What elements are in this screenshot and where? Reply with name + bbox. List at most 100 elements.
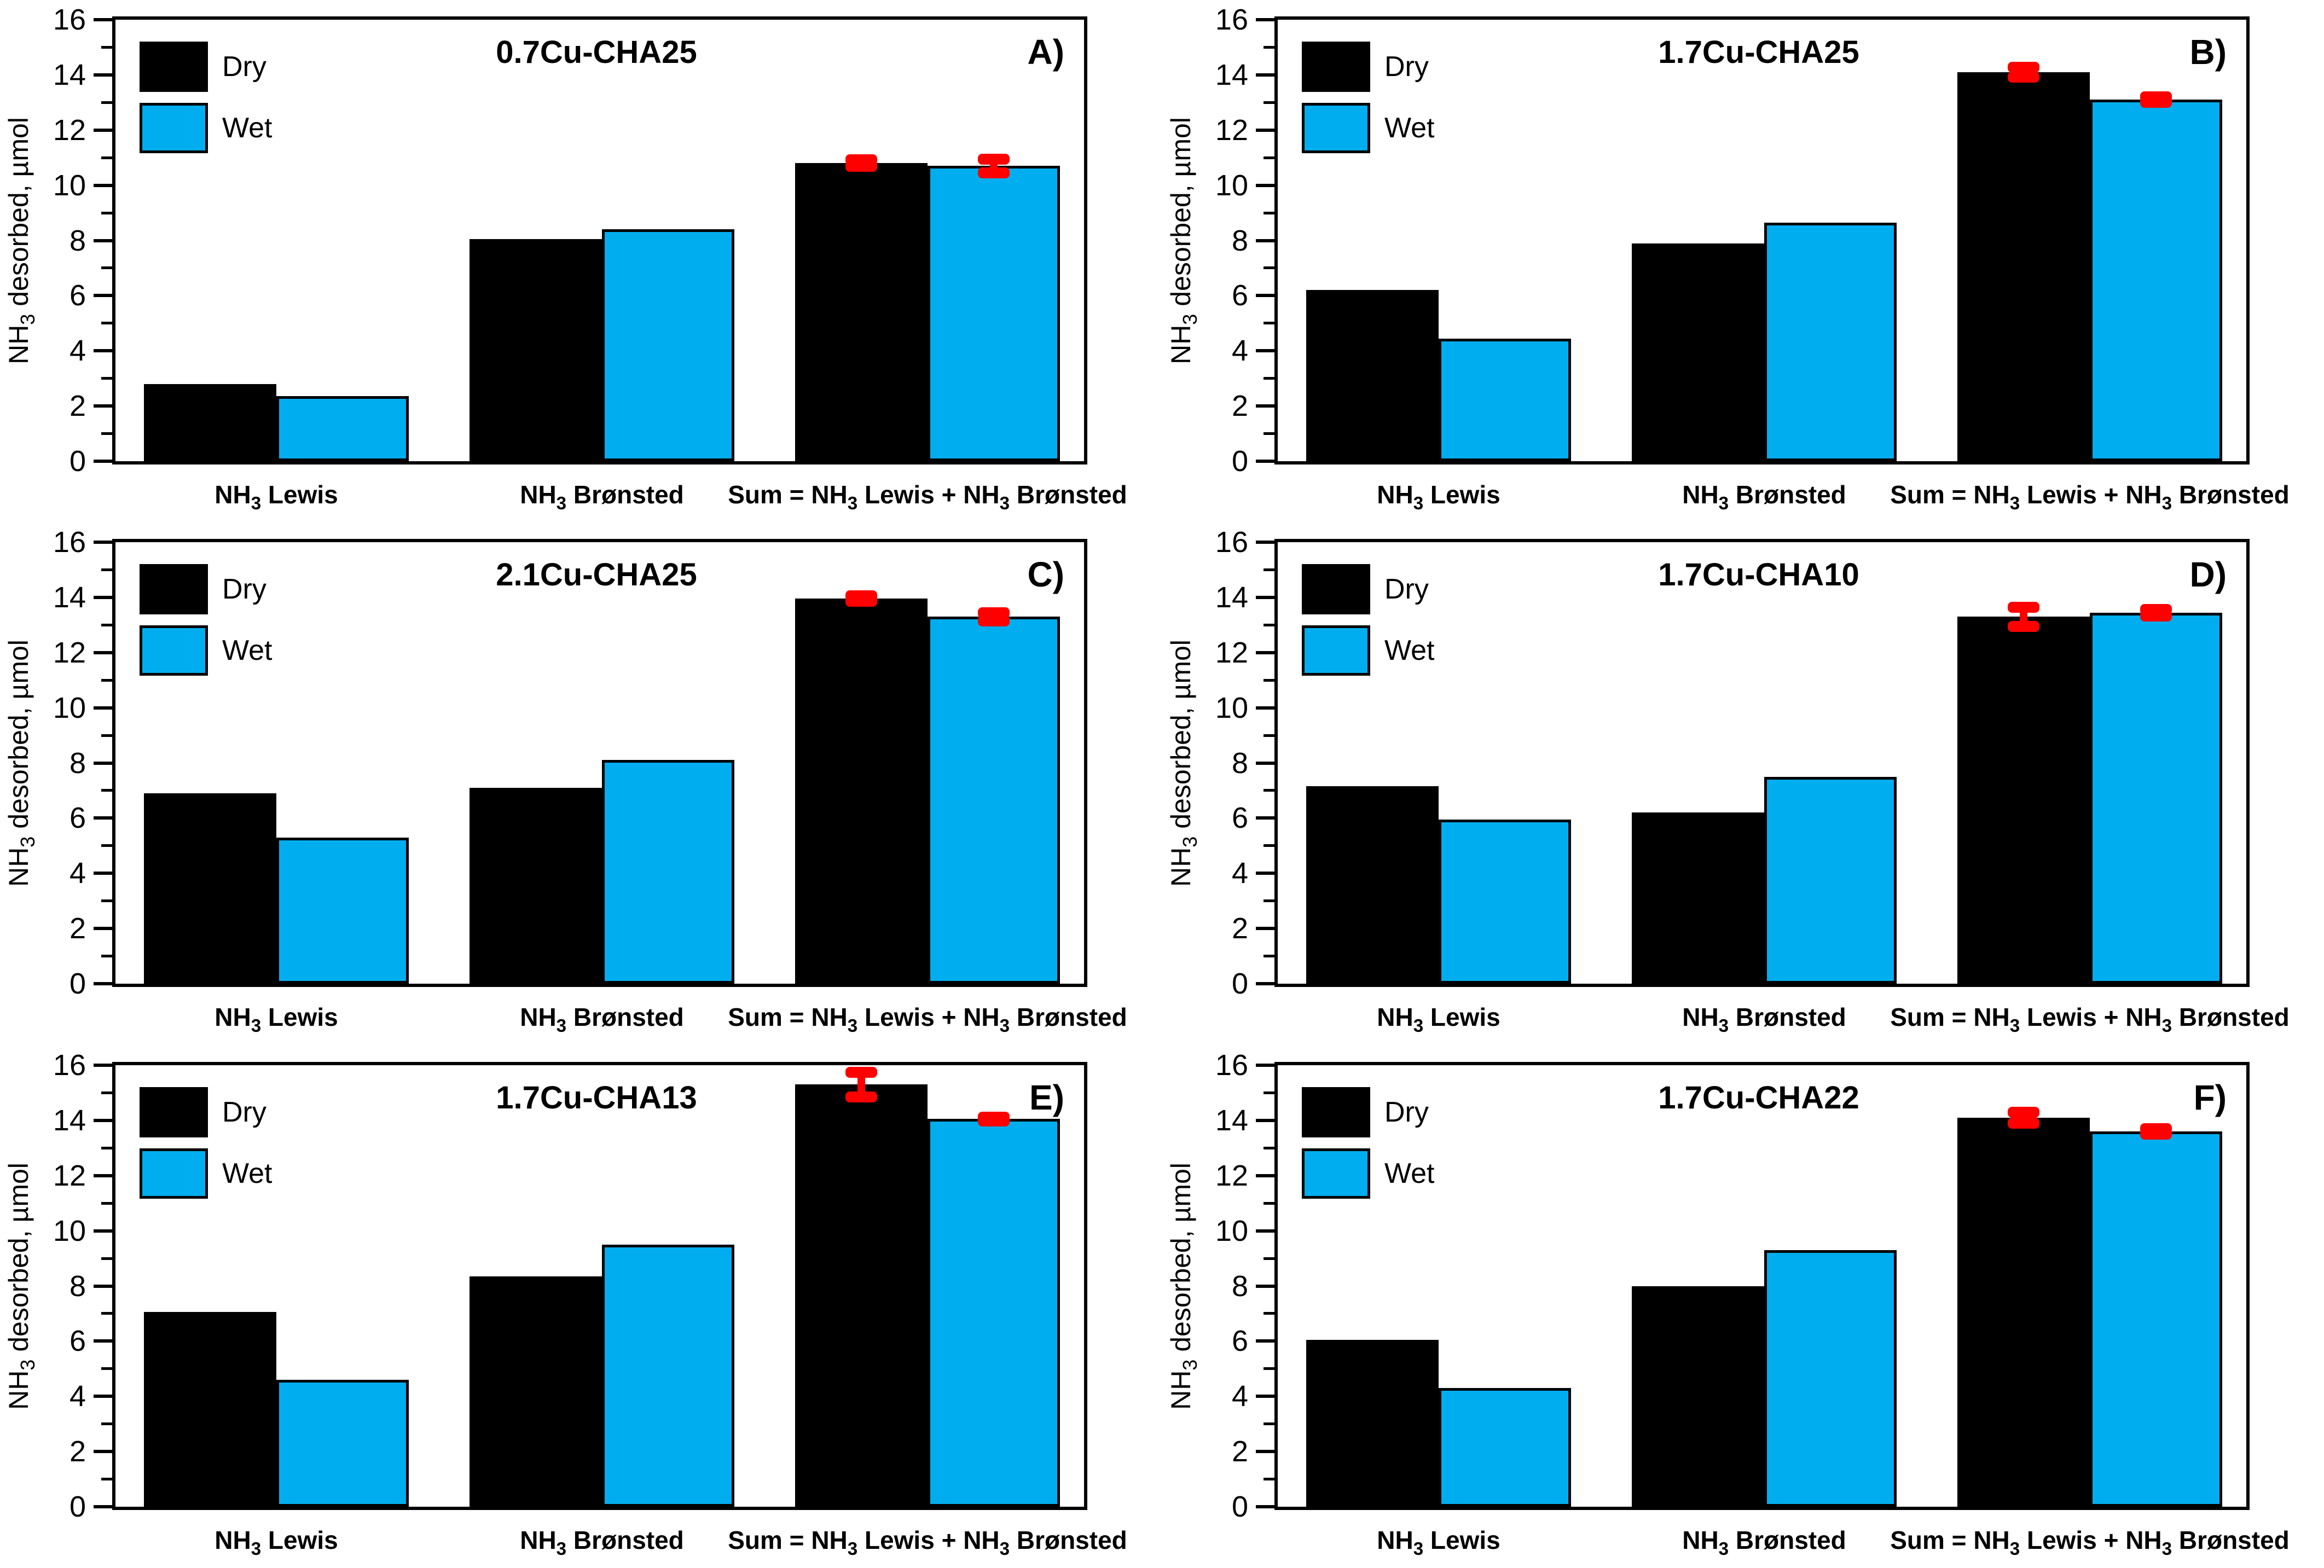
y-tick-major [94,1505,112,1508]
y-tick-major [1256,294,1274,297]
y-tick-major [94,1285,112,1288]
y-tick-major [1256,349,1274,352]
subscript-3: 3 [1413,493,1424,514]
legend-label-dry: Dry [1384,1096,1429,1128]
bar-wet-lewis [276,396,409,461]
bar-wet-lewis [1439,339,1571,461]
y-tick-minor [101,568,112,571]
y-tick-major [1256,239,1274,242]
x-category-label-lewis: NH3 Lewis [1377,1526,1500,1560]
panel-letter: D) [2189,555,2227,594]
legend-swatch-wet [140,625,208,676]
bar-wet-bronsted [1764,1250,1897,1507]
subscript-3: 3 [847,1016,858,1037]
y-tick-major [94,762,112,765]
bar-wet-sum [2090,613,2222,984]
bar-dry-lewis [1306,290,1439,461]
y-tick-label: 8 [1231,1270,1248,1303]
subscript-3: 3 [847,1539,858,1560]
y-tick-minor [101,432,112,435]
legend-label-wet: Wet [1384,1158,1435,1189]
y-tick-major [94,73,112,77]
error-bar-cap-top [845,1067,877,1078]
subscript-3: 3 [2161,1016,2172,1037]
bar-wet-lewis [276,1380,409,1507]
y-tick-label: 0 [1231,967,1248,1000]
y-tick-label: 10 [1215,169,1248,202]
y-tick-major [1256,982,1274,985]
subscript-3: 3 [1179,836,1202,847]
subscript-3: 3 [16,313,39,325]
y-tick-major [94,706,112,710]
y-tick-label: 6 [69,802,86,834]
y-tick-minor [1264,1147,1274,1149]
panel-c: 0 2 4 6 8 10 12 14 16 NH3 desorbed, µmol 2.1Cu-CHA… [0,522,1162,1045]
y-tick-major [1256,184,1274,187]
subscript-3: 3 [1413,1539,1424,1560]
y-tick-major [94,927,112,930]
bar-dry-sum [795,163,928,461]
y-tick-major [94,1229,112,1233]
y-tick-label: 16 [1215,3,1248,36]
legend-label-dry: Dry [1384,573,1429,605]
bar-dry-bronsted [1632,243,1764,461]
legend-swatch-wet [1302,1148,1370,1199]
bar-dry-bronsted [1632,812,1764,984]
y-tick-major [1256,1339,1274,1343]
subscript-3: 3 [847,493,858,514]
x-category-label-sum: Sum = NH3 Lewis + NH3 Brønsted [1890,1526,2290,1560]
y-tick-minor [101,679,112,682]
y-tick-label: 8 [69,224,86,257]
y-tick-label: 8 [69,747,86,780]
y-tick-minor [101,212,112,214]
y-tick-major [94,1339,112,1343]
y-tick-label: 14 [1215,581,1248,614]
y-tick-minor [1264,322,1274,324]
y-tick-label: 16 [53,1049,86,1082]
y-tick-label: 2 [1231,390,1248,422]
x-category-label-sum: Sum = NH3 Lewis + NH3 Brønsted [728,480,1127,514]
y-tick-major [1256,18,1274,21]
y-tick-major [1256,1174,1274,1177]
y-tick-label: 14 [1215,59,1248,91]
bar-wet-sum [928,166,1060,461]
error-bar-cap-top [978,154,1010,165]
y-tick-minor [101,734,112,737]
y-tick-minor [1264,46,1274,49]
y-tick-label: 2 [1231,1435,1248,1468]
legend-swatch-dry [1302,42,1370,92]
panel-title: 1.7Cu-CHA25 [1658,34,1859,70]
y-tick-label: 14 [1215,1104,1248,1137]
subscript-3: 3 [1179,313,1202,325]
legend-swatch-wet [140,103,208,153]
y-tick-major [1256,1064,1274,1067]
legend-label-wet: Wet [222,112,273,144]
panel-e: 0 2 4 6 8 10 12 14 16 NH3 desorbed, µmol 1.7Cu-CHA… [0,1046,1162,1568]
legend-label-dry: Dry [1384,51,1429,83]
subscript-3: 3 [251,493,262,514]
legend-label-wet: Wet [222,1158,273,1189]
panel-title: 1.7Cu-CHA13 [496,1080,697,1116]
y-tick-label: 0 [1231,1490,1248,1523]
y-tick-major [94,1395,112,1398]
y-tick-label: 4 [69,334,86,367]
y-tick-label: 2 [69,390,86,422]
legend-label-wet: Wet [222,635,273,666]
x-category-label-bronsted: NH3 Brønsted [520,1003,684,1037]
y-tick-major [94,872,112,875]
subscript-3: 3 [16,836,39,847]
y-tick-label: 16 [1215,526,1248,559]
panel-title: 2.1Cu-CHA25 [496,557,697,593]
subscript-3: 3 [556,493,567,514]
y-tick-minor [1264,101,1274,104]
y-tick-major [1256,1505,1274,1508]
y-tick-label: 12 [53,1159,86,1192]
y-tick-major [94,1064,112,1067]
error-bar-cap-top [2008,602,2039,613]
y-tick-major [1256,1395,1274,1398]
x-category-label-sum: Sum = NH3 Lewis + NH3 Brønsted [1890,1003,2290,1037]
y-tick-major [1256,1229,1274,1233]
y-tick-major [94,460,112,463]
y-tick-label: 6 [69,279,86,312]
error-bar-cap-top [2008,62,2039,73]
